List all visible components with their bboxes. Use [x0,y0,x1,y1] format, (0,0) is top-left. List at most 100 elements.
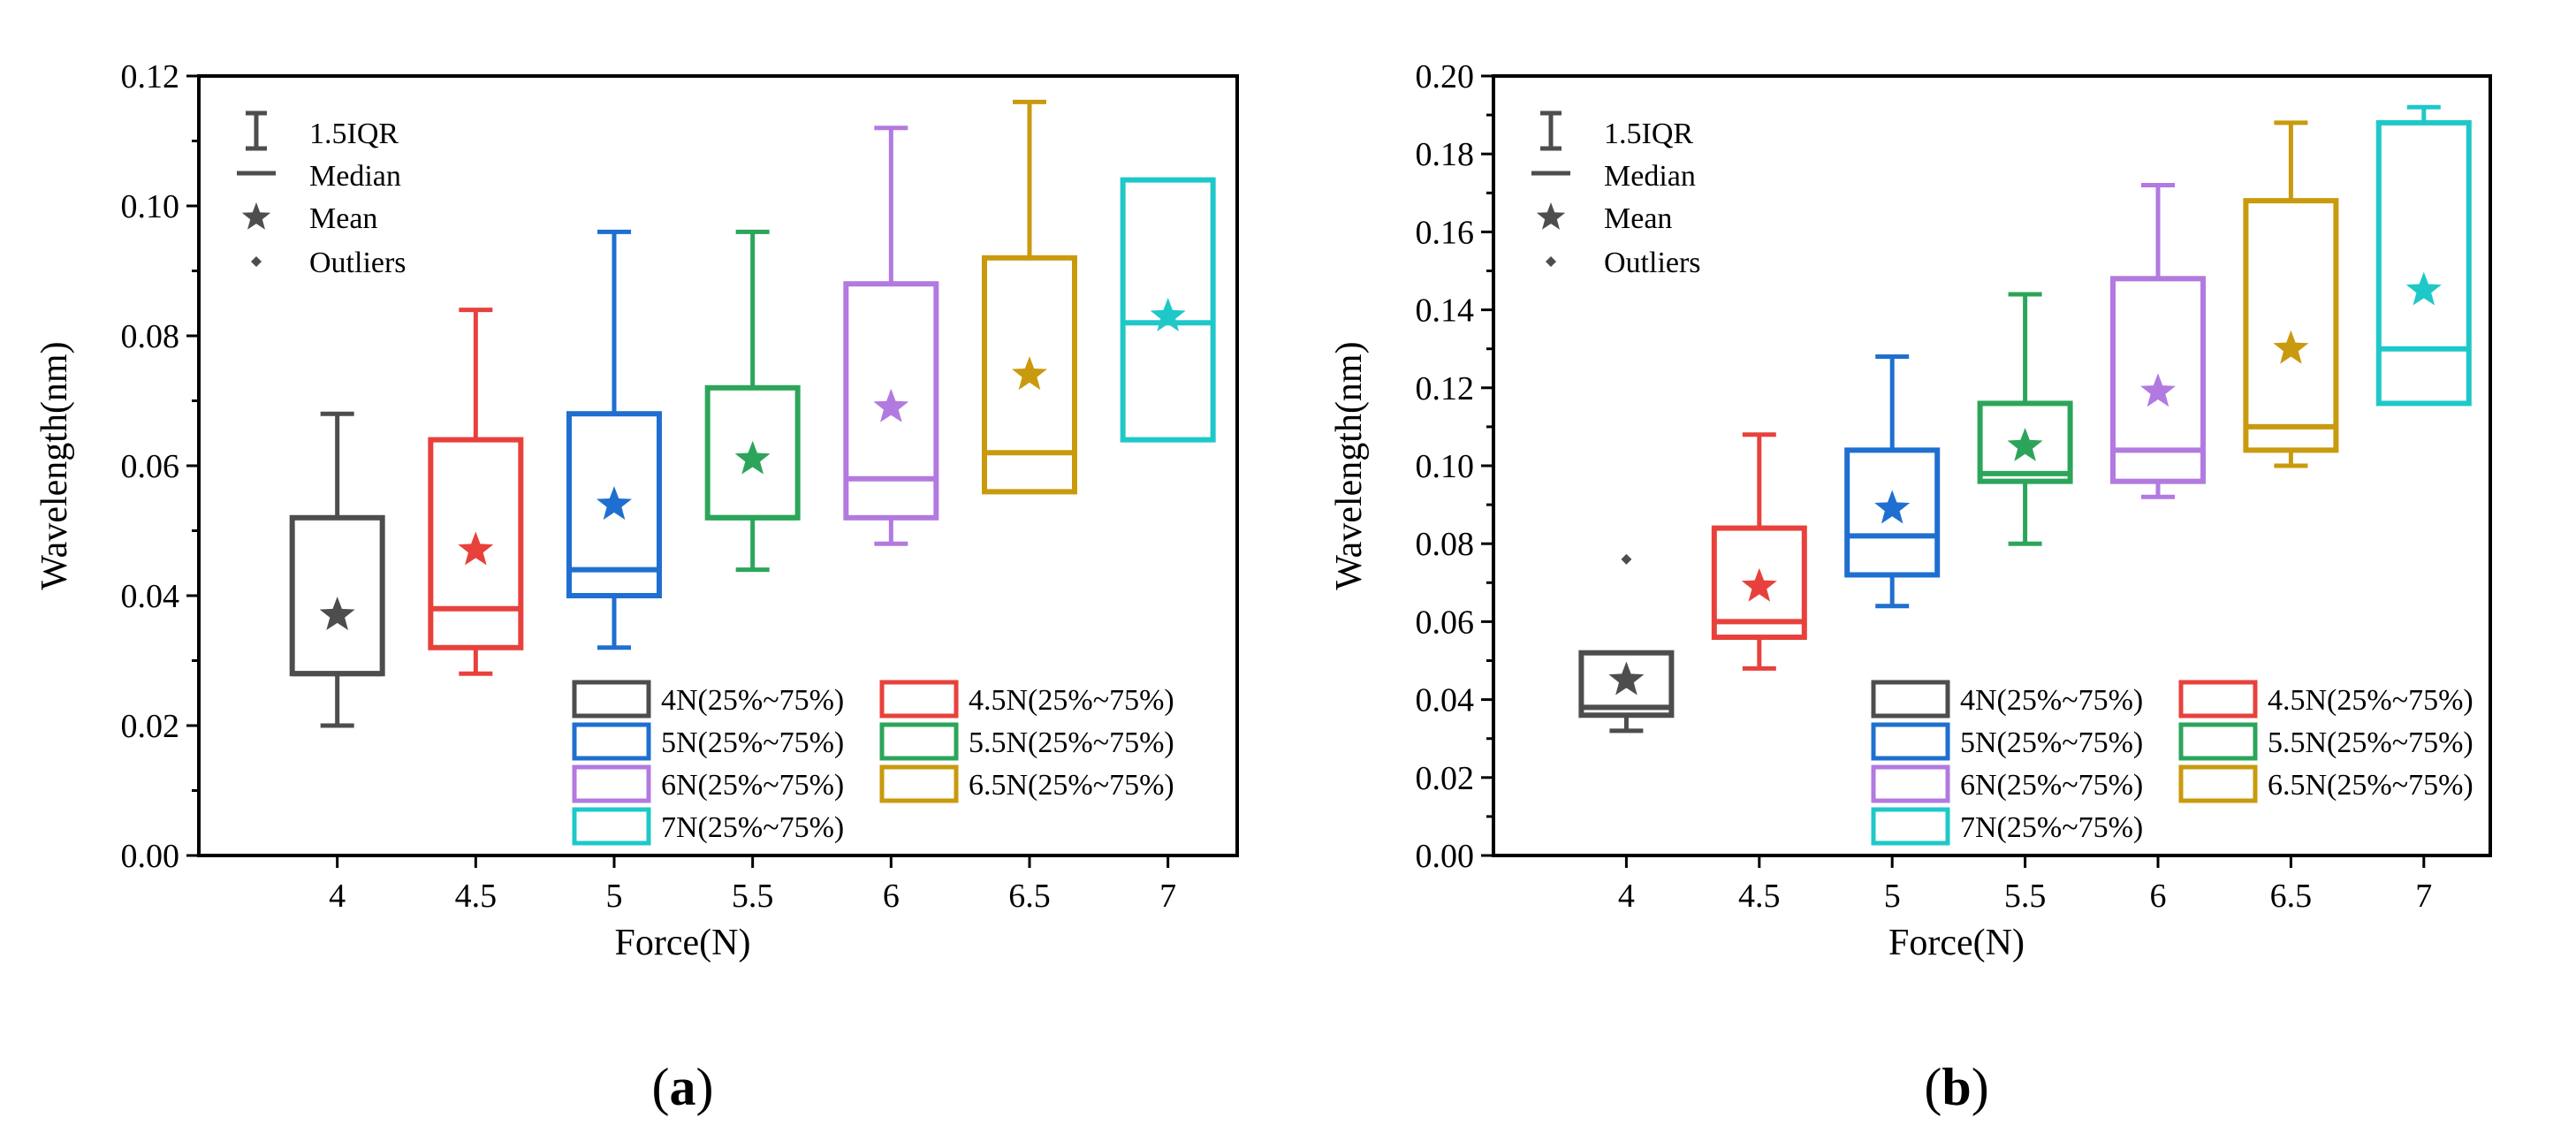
mean-star [873,388,909,422]
x-tick-label: 6 [2150,878,2167,915]
legend-swatch [879,764,959,803]
x-axis-label: Force(N) [1888,923,2025,963]
iqr-box [428,437,524,650]
iqr-box [1844,447,1941,578]
legend-entry-label: 5.5N(25%~75%) [2268,726,2473,759]
legend-entry-label: 5.5N(25%~75%) [969,726,1174,759]
iqr-box [1977,400,2073,484]
box-6N(25%~75%) [843,125,939,546]
iqr-box [1578,650,1675,719]
outlier-symbol [251,256,262,267]
legend-entry-label: 4.5N(25%~75%) [969,684,1174,717]
outlier-symbol [1546,256,1556,267]
iqr-box [2375,119,2472,407]
legend-entry-label: 5N(25%~75%) [661,726,844,759]
legend-median-label: Median [309,160,401,193]
y-tick-label: 0.02 [1416,760,1475,797]
legend-entry-label: 7N(25%~75%) [1960,811,2143,844]
x-tick-label: 5 [1884,878,1901,915]
mean-star [1150,297,1186,331]
y-tick-label: 0.00 [121,838,180,875]
x-tick-label: 6.5 [2270,878,2313,915]
y-axis-label: Wavelength(nm) [34,341,75,589]
box-6.5N(25%~75%) [2243,120,2339,468]
y-tick-label: 0.12 [121,58,180,95]
legend-swatch [2178,722,2258,761]
y-tick-label: 0.20 [1416,58,1475,95]
symbol-legend: 1.5IQR Median Mean Outliers [237,110,407,279]
mean-star [458,531,494,566]
outlier-point [1621,553,1632,565]
iqr-box [1120,177,1216,443]
series-legend: 4N(25%~75%) 4.5N(25%~75%) 5N(25%~75%) 5.5N(… [572,680,1174,846]
x-tick-label: 5.5 [2004,878,2047,915]
iqr-box [2243,198,2339,453]
mean-star [2140,373,2176,407]
legend-swatch [572,680,651,719]
y-tick-label: 0.12 [1416,370,1475,407]
x-tick-label: 4 [1618,878,1635,915]
mean-star [2405,271,2442,306]
legend-swatch [572,722,651,761]
legend-swatch [2178,680,2258,719]
legend-iqr-label: 1.5IQR [309,118,399,150]
legend-swatch [879,680,959,719]
x-tick-label: 4.5 [1738,878,1781,915]
box-4.5N(25%~75%) [1711,432,1807,671]
x-tick-label: 7 [1159,878,1176,915]
legend-mean-label: Mean [309,202,377,235]
mean-star [319,597,355,630]
y-tick-label: 0.14 [1416,293,1475,330]
panel-label: (b) [1924,1058,1988,1116]
legend-swatch [1871,680,1950,719]
box-4N(25%~75%) [289,411,385,728]
box-5.5N(25%~75%) [1977,292,2073,546]
box-5.5N(25%~75%) [704,229,801,573]
iqr-box [982,255,1077,495]
legend-entry-label: 4N(25%~75%) [1960,684,2143,717]
mean-symbol [241,202,271,230]
legend-iqr-label: 1.5IQR [1604,118,1693,150]
box-6N(25%~75%) [2110,182,2206,499]
legend-swatch [1871,722,1950,761]
legend-entry-label: 6.5N(25%~75%) [969,769,1174,802]
series-legend: 4N(25%~75%) 4.5N(25%~75%) 5N(25%~75%) 5.5N(… [1871,680,2473,846]
legend-swatch [1871,764,1950,803]
mean-star [1741,567,1777,602]
legend-entry-label: 4.5N(25%~75%) [2268,684,2473,717]
mean-symbol [1536,202,1566,230]
legend-swatch [2178,764,2258,803]
x-tick-label: 7 [2415,878,2432,915]
legend-median-label: Median [1604,160,1696,193]
y-tick-label: 0.08 [1416,526,1475,563]
box-4.5N(25%~75%) [428,308,524,676]
legend-swatch [879,722,959,761]
legend-outliers-label: Outliers [1604,247,1701,279]
y-tick-label: 0.04 [1416,682,1475,719]
box-7N(25%~75%) [2375,104,2472,407]
y-tick-label: 0.10 [121,188,180,225]
iqr-box [1711,525,1807,641]
x-tick-label: 4.5 [455,878,498,915]
mean-star [734,440,771,475]
legend-swatch [572,807,651,846]
mean-star [2273,330,2309,364]
y-tick-label: 0.02 [121,708,180,745]
y-axis-label: Wavelength(nm) [1329,341,1370,589]
x-tick-label: 5 [606,878,623,915]
y-tick-label: 0.00 [1416,838,1475,875]
mean-star [1608,661,1645,696]
y-tick-label: 0.06 [1416,604,1475,641]
iqr-box [566,411,662,599]
panel-b: 0.00 0.02 0.04 0.06 0.08 0.10 0.12 0.14 0.16 0.18… [1329,58,2492,1116]
iqr-box [843,281,939,521]
mean-star [2007,428,2043,461]
legend-mean-label: Mean [1604,202,1672,235]
y-tick-label: 0.08 [121,318,180,355]
legend-swatch [572,764,651,803]
y-tick-label: 0.06 [121,448,180,485]
legend-entry-label: 7N(25%~75%) [661,811,844,844]
box-6.5N(25%~75%) [982,99,1077,495]
x-tick-label: 6.5 [1008,878,1051,915]
mean-star [597,486,632,521]
